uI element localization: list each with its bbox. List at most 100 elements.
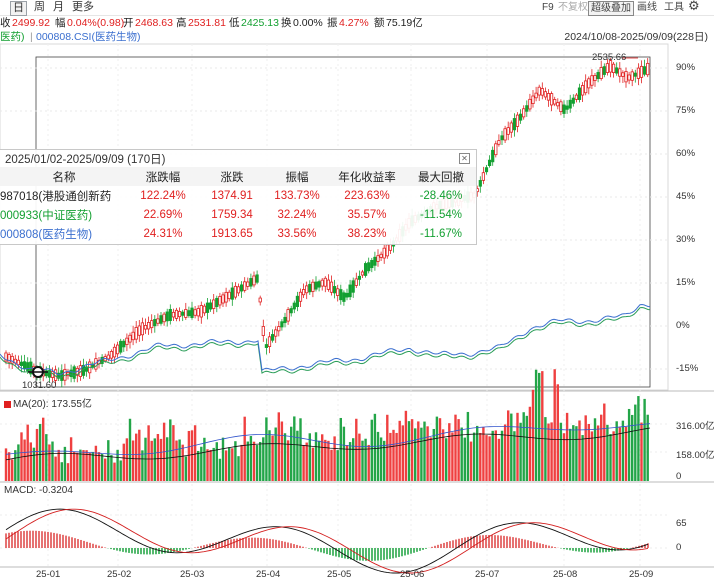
macd-bar xyxy=(578,548,580,552)
macd-bar xyxy=(548,545,550,548)
volume-bar xyxy=(541,371,544,481)
macd-bar xyxy=(413,548,415,553)
macd-bar xyxy=(389,548,391,559)
candle-body xyxy=(69,369,73,378)
volume-bar xyxy=(314,432,318,481)
macd-bar xyxy=(602,548,604,553)
tools-button[interactable]: 工具 xyxy=(664,2,684,13)
amplitude-value: 4.27% xyxy=(339,17,369,29)
volume-bar xyxy=(336,450,339,481)
macd-bar xyxy=(146,548,148,555)
table-row[interactable]: 987018(港股通创新药 122.24% 1374.91 133.73% 22… xyxy=(0,186,476,205)
macd-bar xyxy=(623,548,625,550)
macd-bar xyxy=(176,548,178,552)
x-label-2502: 25-02 xyxy=(107,569,132,580)
volume-bar xyxy=(243,416,246,481)
col-header-chg: 涨跌 xyxy=(198,167,266,186)
macd-bar xyxy=(506,536,508,548)
period-day-tab[interactable]: 日 xyxy=(10,1,27,16)
macd-bar xyxy=(419,548,421,551)
candle-body xyxy=(543,91,548,98)
close-icon[interactable]: ✕ xyxy=(459,153,470,164)
macd-bar xyxy=(530,540,532,548)
macd-bar xyxy=(323,548,325,554)
macd-bar xyxy=(455,539,457,548)
macd-bar xyxy=(110,548,112,550)
super-overlay-button[interactable]: 超级叠加 xyxy=(588,1,634,16)
volume-bar xyxy=(339,417,342,481)
macd-bar xyxy=(497,535,499,548)
macd-bar xyxy=(77,539,79,548)
volume-bars xyxy=(4,369,651,481)
axis-label-neg15: -15% xyxy=(676,363,699,374)
settings-gear-icon[interactable]: ⚙ xyxy=(688,0,700,13)
restore-rights-button[interactable]: 不复权 xyxy=(558,2,588,13)
volume-bar xyxy=(97,452,101,481)
chart-grid xyxy=(0,43,714,568)
f9-button[interactable]: F9 xyxy=(542,2,554,13)
volume-bar xyxy=(618,427,621,481)
macd-bar xyxy=(575,548,577,552)
volume-bar xyxy=(107,440,110,481)
row-amp: 32.24% xyxy=(277,208,317,221)
macd-bar xyxy=(203,545,205,548)
x-label-2506: 25-06 xyxy=(400,569,425,580)
period-more-tab[interactable]: 更多 xyxy=(72,1,94,13)
macd-bar xyxy=(170,548,172,553)
row-name: 000808(医药生物) xyxy=(0,228,93,241)
volume-bar xyxy=(73,451,76,481)
macd-bar xyxy=(134,548,136,554)
x-label-2508: 25-08 xyxy=(553,569,578,580)
candle-body xyxy=(221,294,225,304)
candle-body xyxy=(537,86,541,96)
volume-bar xyxy=(575,426,578,481)
yiyao-shengwu-line xyxy=(0,303,651,376)
macd-bar xyxy=(401,548,403,557)
candle-body xyxy=(478,180,482,187)
table-row[interactable]: 000808(医药生物) 24.31% 1913.65 33.56% 38.23… xyxy=(0,224,476,243)
macd-bar xyxy=(632,547,634,548)
period-week-tab[interactable]: 周 xyxy=(34,1,45,13)
draw-line-button[interactable]: 画线 xyxy=(637,2,657,13)
candle-body xyxy=(332,286,337,294)
macd-bar xyxy=(17,531,19,548)
macd-bar xyxy=(533,541,535,548)
period-month-tab[interactable]: 月 xyxy=(53,1,64,13)
volume-bar xyxy=(172,425,175,481)
volume-bar xyxy=(445,438,448,481)
macd-bar xyxy=(116,548,118,551)
macd-bar xyxy=(440,543,442,548)
volume-bar xyxy=(166,437,169,481)
macd-bar xyxy=(509,536,511,548)
macd-bar xyxy=(311,548,313,550)
macd-bar xyxy=(524,539,526,548)
macd-bar xyxy=(404,548,406,556)
volume-bar xyxy=(48,444,51,481)
volume-bar xyxy=(373,413,377,481)
volume-bar xyxy=(45,434,48,481)
macd-bar xyxy=(350,548,352,560)
volume-bar xyxy=(538,372,541,481)
candle-body xyxy=(596,72,600,79)
candle-body xyxy=(295,295,300,307)
candle-body xyxy=(593,75,597,81)
candle-body xyxy=(643,66,647,75)
legend-item-yiyao-shengwu[interactable]: 000808.CSI(医药生物) xyxy=(36,31,141,43)
volume-bar xyxy=(308,433,311,481)
macd-bar xyxy=(284,541,286,548)
legend-item-zhongzheng[interactable]: 医药) xyxy=(0,31,25,43)
x-label-2504: 25-04 xyxy=(256,569,281,580)
macd-bar xyxy=(11,532,13,548)
row-name: 987018(港股通创新药 xyxy=(0,190,112,203)
volume-bar xyxy=(370,419,373,481)
macd-bar xyxy=(353,548,355,560)
macd-bar xyxy=(86,541,88,548)
volume-bar xyxy=(407,421,411,481)
volume-bar xyxy=(631,414,634,481)
candle-body xyxy=(323,277,327,287)
candle-body xyxy=(162,313,166,323)
candle-body xyxy=(608,60,613,73)
table-row[interactable]: 000933(中证医药) 22.69% 1759.34 32.24% 35.57… xyxy=(0,205,476,224)
volume-bar xyxy=(271,435,274,481)
